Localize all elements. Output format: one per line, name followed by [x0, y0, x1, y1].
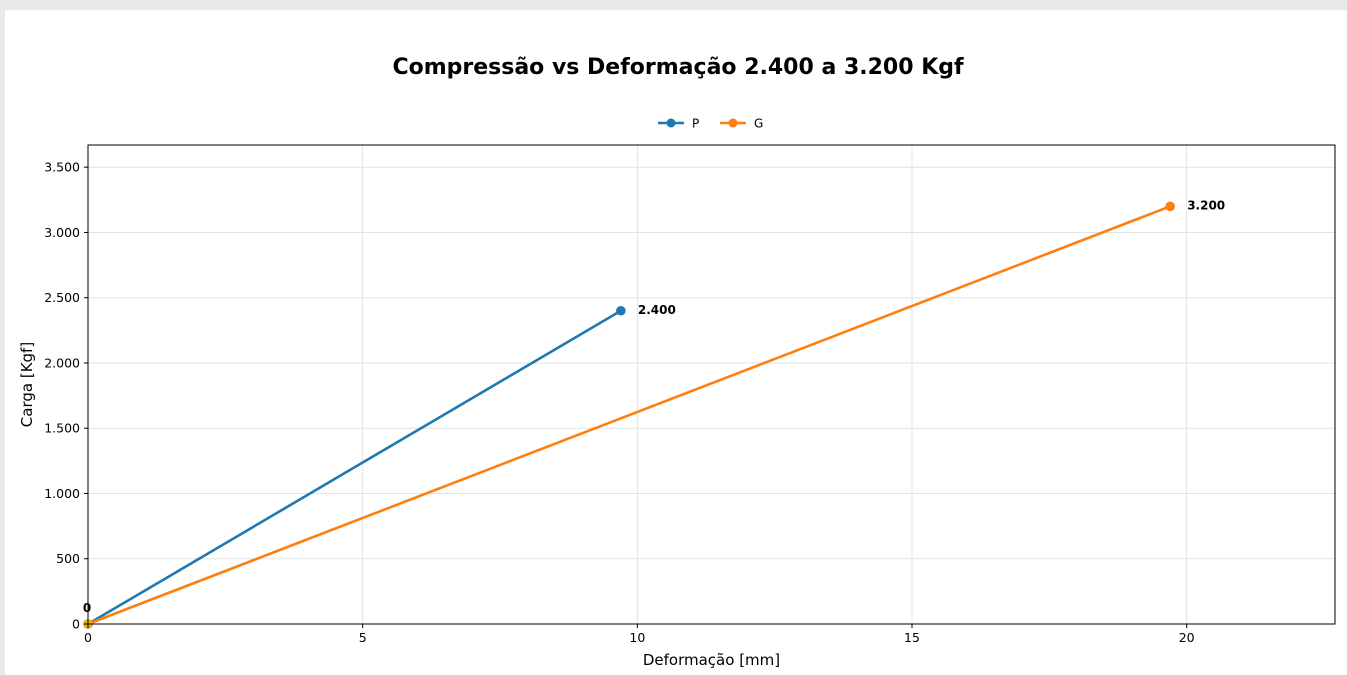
series-point-P	[616, 305, 626, 316]
y-axis-ticks: 0 500 1.000 1.500 2.000 2.500 3.000 3.500	[44, 160, 88, 632]
y-tick-label: 500	[56, 551, 80, 566]
x-tick-label: 10	[629, 630, 645, 645]
legend-label-P: P	[692, 117, 699, 131]
y-tick-label: 2.500	[44, 290, 80, 305]
x-tick-label: 15	[904, 630, 920, 645]
y-tick-label: 1.000	[44, 486, 80, 501]
y-tick-label: 2.000	[44, 355, 80, 370]
chart-canvas: Compressão vs Deformação 2.400 a 3.200 K…	[18, 55, 1336, 669]
series-P	[83, 305, 626, 629]
legend-marker-P	[666, 118, 676, 128]
chart-series-group	[83, 201, 1175, 629]
chart-title: Compressão vs Deformação 2.400 a 3.200 K…	[392, 55, 964, 80]
y-axis-label: Carga [Kgf]	[18, 342, 36, 427]
legend-marker-G	[728, 118, 738, 128]
series-line-P	[87, 309, 622, 626]
legend-label-G: G	[754, 117, 763, 131]
x-axis-label: Deformação [mm]	[643, 651, 780, 669]
data-label-G: 3.200	[1187, 198, 1225, 212]
series-line-G	[87, 205, 1171, 626]
x-axis-ticks: 0 5 10 15 20	[84, 624, 1195, 645]
legend-item-P: P	[658, 117, 699, 131]
data-labels: 2.400 3.200 0	[83, 198, 1225, 615]
chart-card: Compressão vs Deformação 2.400 a 3.200 K…	[5, 10, 1347, 675]
series-point-G	[1165, 201, 1175, 212]
y-tick-label: 3.000	[44, 225, 80, 240]
y-tick-label: 1.500	[44, 421, 80, 436]
y-tick-label: 0	[72, 617, 80, 632]
chart-grid	[87, 145, 1335, 625]
x-tick-label: 20	[1179, 630, 1195, 645]
data-label-P: 2.400	[638, 303, 676, 317]
legend-item-G: G	[720, 117, 763, 131]
origin-annotation: 0	[83, 601, 91, 615]
x-tick-label: 5	[359, 630, 367, 645]
series-G	[83, 201, 1175, 629]
y-tick-label: 3.500	[44, 160, 80, 175]
x-tick-label: 0	[84, 630, 92, 645]
plot-frame	[87, 144, 1336, 625]
